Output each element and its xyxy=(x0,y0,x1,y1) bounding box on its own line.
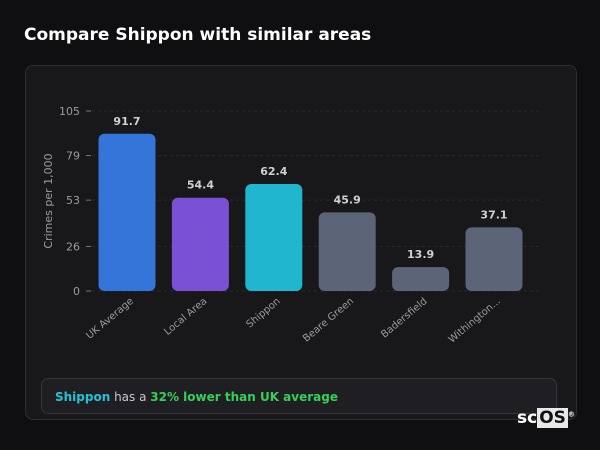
data-label: 91.7 xyxy=(113,115,140,128)
y-tick-label: 53 xyxy=(66,194,80,207)
bar xyxy=(318,212,376,291)
insight-comparison: 32% lower than UK average xyxy=(150,390,338,404)
data-label: 13.9 xyxy=(407,248,434,261)
insight-text: has a xyxy=(110,390,151,404)
bar xyxy=(98,133,156,291)
y-tick-label: 26 xyxy=(66,240,80,253)
page-title: Compare Shippon with similar areas xyxy=(24,25,372,45)
data-label: 62.4 xyxy=(260,165,287,178)
x-tick-label: Shippon xyxy=(245,296,283,331)
x-tick-label: Withington... xyxy=(447,296,503,346)
data-label: 37.1 xyxy=(480,208,507,221)
y-tick-label: 0 xyxy=(73,285,80,298)
x-tick-label: Beare Green xyxy=(301,296,356,345)
data-label: 45.9 xyxy=(334,193,361,206)
insight-area: Shippon xyxy=(55,390,111,404)
y-tick-label: 79 xyxy=(66,150,80,163)
x-tick-label: Local Area xyxy=(162,296,209,338)
data-label: 54.4 xyxy=(187,179,214,192)
bar xyxy=(465,227,523,291)
bar xyxy=(245,184,303,291)
scos-logo: sc OS ® xyxy=(517,408,575,428)
y-tick-label: 105 xyxy=(59,105,80,118)
insight-box: Shippon has a 32% lower than UK average xyxy=(41,378,557,414)
y-axis-label: Crimes per 1,000 xyxy=(42,153,55,248)
bar xyxy=(392,267,450,291)
x-tick-label: UK Average xyxy=(84,296,136,342)
x-tick-label: Badersfield xyxy=(379,296,429,341)
bar xyxy=(171,197,229,291)
